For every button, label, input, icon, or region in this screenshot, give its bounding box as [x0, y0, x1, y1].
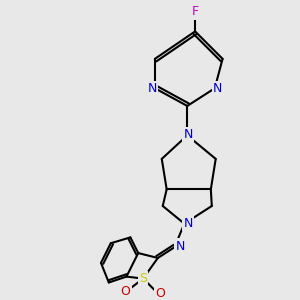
- Text: F: F: [192, 5, 199, 18]
- Text: N: N: [176, 240, 185, 253]
- Text: N: N: [184, 217, 193, 230]
- Text: N: N: [184, 128, 193, 141]
- Text: S: S: [139, 272, 147, 285]
- Text: N: N: [213, 82, 222, 95]
- Text: O: O: [155, 287, 165, 300]
- Text: O: O: [121, 285, 130, 298]
- Text: N: N: [147, 82, 157, 95]
